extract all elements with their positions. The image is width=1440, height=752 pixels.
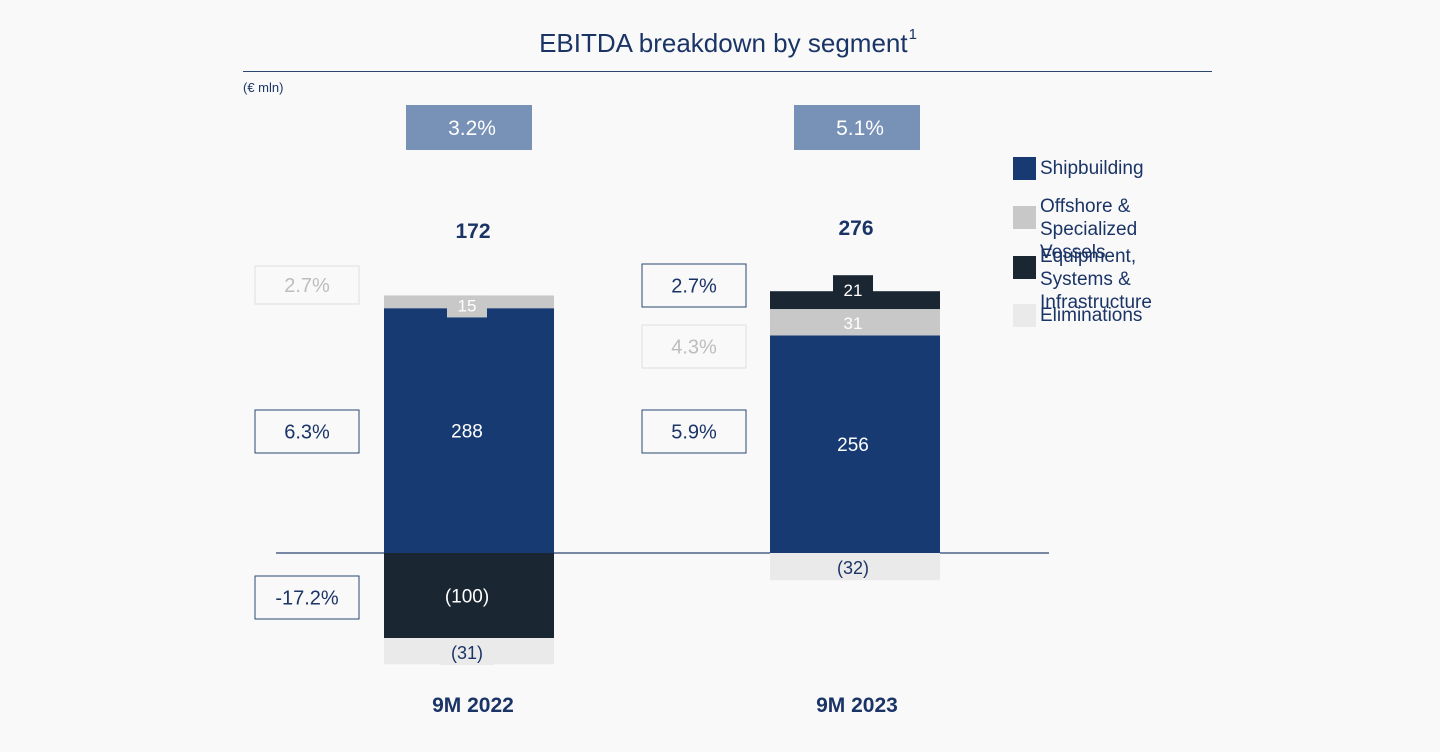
margin-shipbuilding-1-box [641, 409, 747, 454]
legend-label-equipment: Equipment, Systems & Infrastructure [1040, 246, 1152, 313]
group-margin-label-0: 3.2% [448, 117, 496, 140]
margin-equipment-0-text: -17.2% [275, 588, 339, 610]
legend-swatch-eliminations [1013, 304, 1036, 327]
offshore-label-tab-0 [447, 295, 487, 318]
title-rule [243, 71, 1212, 72]
data-label-eliminations-0: (31) [451, 643, 483, 663]
data-label-offshore-1: 31 [844, 314, 863, 333]
margin-offshore-0-text: 2.7% [284, 275, 330, 297]
total-label-0: 172 [455, 220, 490, 243]
group-margin-box-1 [794, 105, 920, 150]
margin-equipment-1-text: 2.7% [671, 276, 717, 298]
data-label-equipment-1: 21 [844, 281, 863, 300]
bar-eliminations-1 [770, 553, 940, 581]
chart-title-text: EBITDA breakdown by segment [539, 28, 908, 58]
margin-shipbuilding-0-text: 6.3% [284, 422, 330, 444]
legend-swatch-equipment [1013, 256, 1036, 279]
legend-swatch-shipbuilding [1013, 157, 1036, 180]
margin-equipment-0-box [254, 575, 360, 620]
data-label-offshore-0: 15 [458, 296, 477, 315]
bar-equipment-0 [384, 553, 554, 638]
bar-shipbuilding-0 [384, 308, 554, 553]
unit-label: (€ mln) [243, 80, 284, 95]
category-label-0: 9M 2022 [432, 694, 514, 717]
total-label-1: 276 [838, 217, 873, 240]
margin-equipment-1-box [641, 263, 747, 308]
legend-item-offshore: Offshore & Specialized Vessels [1013, 195, 1137, 264]
legend-label-offshore: Offshore & Specialized Vessels [1040, 196, 1138, 263]
margin-offshore-1-text: 4.3% [671, 337, 717, 359]
title-footnote-marker: 1 [908, 26, 917, 43]
legend-item-equipment: Equipment, Systems & Infrastructure [1013, 245, 1152, 314]
chart-title: EBITDA breakdown by segment1 [0, 26, 1440, 59]
legend-swatch-offshore [1013, 206, 1036, 229]
margin-offshore-0-box [254, 265, 360, 305]
data-label-equipment-0: (100) [445, 587, 489, 608]
margin-offshore-1-box [641, 324, 747, 369]
category-label-1: 9M 2023 [816, 694, 898, 717]
legend-label-eliminations: Eliminations [1040, 305, 1143, 326]
margin-shipbuilding-0-box [254, 409, 360, 454]
data-label-shipbuilding-1: 256 [837, 435, 869, 456]
group-margin-box-0 [406, 105, 532, 150]
group-margin-label-1: 5.1% [836, 117, 884, 140]
margin-shipbuilding-1-text: 5.9% [671, 422, 717, 444]
legend-label-shipbuilding: Shipbuilding [1040, 158, 1144, 179]
legend-item-shipbuilding: Shipbuilding [1013, 157, 1144, 180]
bar-offshore-1 [770, 309, 940, 336]
elim-label-tab-0 [440, 638, 494, 665]
legend-item-eliminations: Eliminations [1013, 304, 1142, 327]
data-label-eliminations-1: (32) [837, 558, 869, 578]
equipment-label-tab-1 [833, 275, 873, 306]
data-label-shipbuilding-0: 288 [451, 422, 483, 443]
bar-shipbuilding-1 [770, 335, 940, 553]
